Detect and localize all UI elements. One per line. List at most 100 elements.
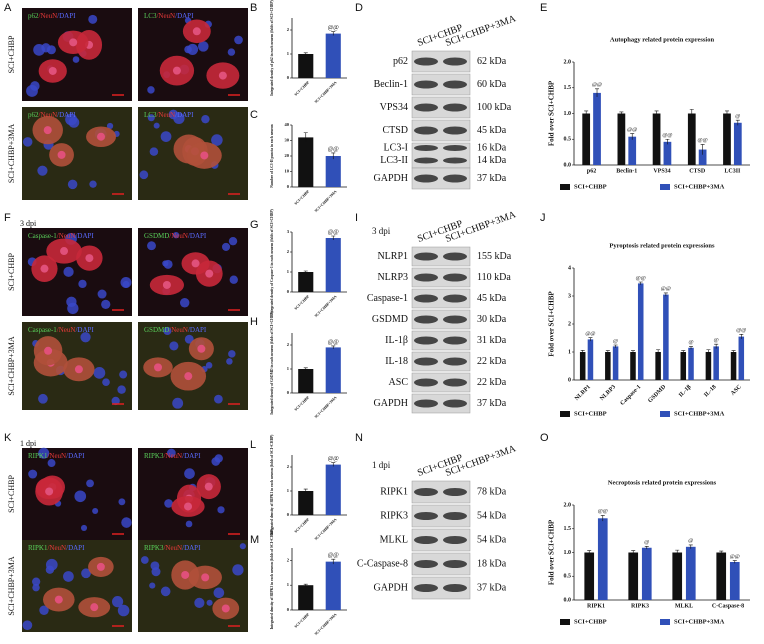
bar <box>584 552 595 600</box>
blot-strip <box>411 50 471 73</box>
y-tick-label: 2.0 <box>564 59 572 65</box>
significance: @@ <box>328 553 340 559</box>
timepoint: 3 dpi <box>20 219 37 228</box>
chart-title: Necroptosis related protein expressions <box>608 479 717 486</box>
stain-part: Caspase-1 <box>28 232 57 240</box>
neuron-nucleus <box>60 247 69 256</box>
y-tick-label: 0 <box>287 390 290 395</box>
row-label: SCI+CHBP+3MA <box>7 336 16 395</box>
size-label: 37 kDa <box>477 582 507 593</box>
nucleus <box>214 394 223 404</box>
bar <box>579 352 586 380</box>
nucleus <box>22 137 33 147</box>
legend-label: SCI+CHBP <box>574 183 607 190</box>
stain-part: /NeuN <box>47 452 66 460</box>
blot-strip <box>411 288 471 309</box>
stain-label: p62/NeuN/DAPI <box>28 12 76 20</box>
neuron-nucleus <box>200 151 209 160</box>
stain-part: /NeuN <box>57 232 76 240</box>
neuron-nucleus <box>69 38 78 47</box>
nucleus <box>198 41 209 52</box>
nucleus <box>63 266 74 277</box>
protein-label: ASC <box>389 377 409 388</box>
significance: @@ <box>328 146 340 152</box>
protein-label: IL-1β <box>385 335 408 346</box>
nucleus <box>160 586 171 597</box>
error-bar <box>303 132 308 143</box>
x-tick-label: SCI+CHBP <box>294 80 311 97</box>
nucleus <box>151 567 161 577</box>
nucleus <box>147 86 155 94</box>
bar <box>637 283 644 380</box>
timepoint: 1 dpi <box>372 460 391 470</box>
y-tick-label: 3 <box>287 229 290 234</box>
legend-swatch <box>560 619 570 625</box>
y-axis-label: Integrated density of RIPK1 in each neur… <box>270 434 274 536</box>
stain-label: RIPK1/NeuN/DAPI <box>28 544 85 552</box>
nucleus <box>80 332 91 343</box>
nucleus <box>86 479 94 488</box>
bar <box>663 141 672 165</box>
stain-label: RIPK3/NeuN/DAPI <box>144 544 201 552</box>
x-tick-label: SCI+CHBP+3MA <box>314 294 338 318</box>
panel-letter: F <box>4 212 11 224</box>
bar <box>325 464 341 515</box>
bar <box>630 352 636 380</box>
blot-strip <box>411 330 471 351</box>
legend-swatch <box>560 411 570 417</box>
significance: @@ <box>585 331 595 337</box>
error-bar <box>638 281 643 285</box>
error-bar <box>719 550 724 554</box>
stain-part: /NeuN <box>156 111 175 119</box>
size-label: 37 kDa <box>477 173 507 184</box>
band <box>443 252 467 261</box>
y-tick-label: 1 <box>287 488 290 493</box>
stain-part: RIPK3 <box>144 544 164 552</box>
band <box>443 80 467 89</box>
neuron-nucleus <box>96 562 105 571</box>
x-tick-label: SCI+CHBP <box>294 612 311 629</box>
bar <box>723 113 731 165</box>
size-label: 16 kDa <box>477 142 507 153</box>
y-tick-label: 1.5 <box>564 526 572 532</box>
y-tick-label: 3 <box>568 293 571 299</box>
nucleus <box>32 583 40 592</box>
nucleus <box>118 498 126 506</box>
stain-part: /NeuN <box>57 326 76 334</box>
bar <box>617 113 626 165</box>
nucleus <box>185 520 193 528</box>
x-tick-label: SCI+CHBP+3MA <box>314 612 338 636</box>
size-label: 31 kDa <box>477 335 507 346</box>
x-tick-label: Beclin-1 <box>616 168 637 174</box>
nucleus <box>172 397 184 409</box>
bar <box>716 552 727 600</box>
bar <box>730 352 737 380</box>
y-tick-label: 30 <box>285 138 290 143</box>
micrograph <box>22 540 132 632</box>
x-tick-label: VPS34 <box>653 168 670 174</box>
significance: @@ <box>598 509 608 515</box>
stain-part: /DAPI <box>175 12 194 20</box>
timepoint: 1 dpi <box>20 439 37 448</box>
panel-letter: E <box>540 2 547 14</box>
band <box>443 174 467 183</box>
error-bar <box>331 558 336 565</box>
band <box>414 399 438 408</box>
blot-strip <box>411 372 471 393</box>
size-label: 22 kDa <box>477 377 507 388</box>
size-label: 37 kDa <box>477 398 507 409</box>
nucleus <box>162 260 169 267</box>
nucleus <box>228 350 236 358</box>
band <box>443 57 467 66</box>
nucleus <box>81 568 91 579</box>
band <box>414 512 438 520</box>
stain-part: GSDMD <box>144 232 169 240</box>
band <box>414 273 438 282</box>
neuron-nucleus <box>85 254 94 263</box>
significance: @ <box>735 113 740 119</box>
protein-label: RIPK1 <box>380 486 408 497</box>
stain-part: GSDMD <box>144 326 169 334</box>
nucleus <box>211 134 223 146</box>
significance: @ <box>644 540 649 546</box>
stain-part: p62 <box>28 12 39 20</box>
